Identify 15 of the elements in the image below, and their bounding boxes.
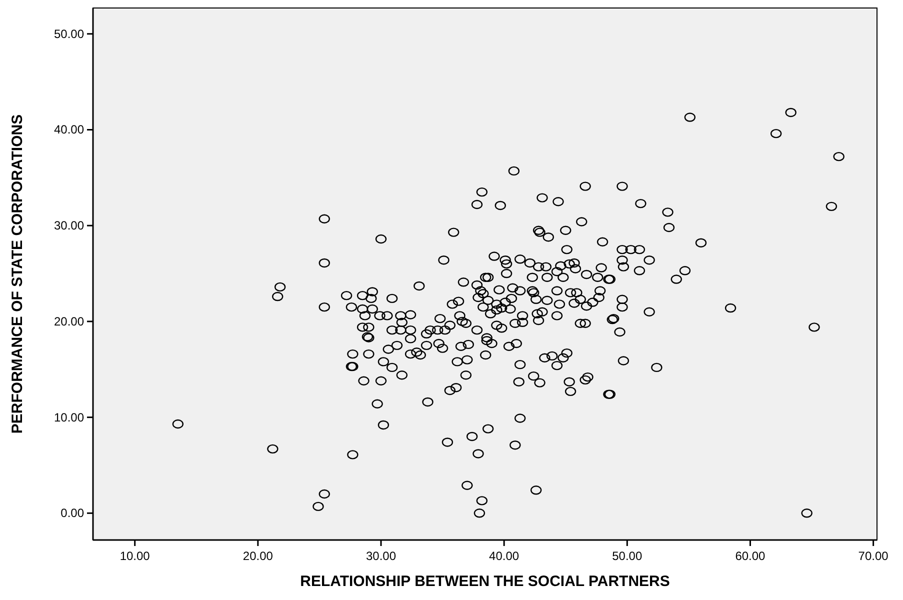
x-tick-label: 40.00: [489, 549, 520, 563]
y-axis-title: PERFORMANCE OF STATE CORPORATIONS: [9, 114, 26, 434]
y-tick-label: 40.00: [54, 122, 84, 137]
y-tick-label: 20.00: [54, 314, 84, 328]
y-tick-label: 10.00: [54, 410, 84, 424]
x-tick-label: 20.00: [242, 549, 274, 563]
x-tick-label: 10.00: [120, 549, 150, 563]
x-axis-title: RELATIONSHIP BETWEEN THE SOCIAL PARTNERS: [300, 573, 670, 590]
x-tick-label: 60.00: [735, 549, 766, 563]
x-tick-label: 30.00: [366, 549, 396, 563]
y-tick-label: 50.00: [54, 26, 84, 41]
y-tick-label: 0.00: [60, 506, 84, 520]
y-tick-label: 30.00: [54, 218, 84, 233]
x-tick-label: 50.00: [612, 549, 642, 563]
x-tick-label: 70.00: [858, 549, 889, 563]
